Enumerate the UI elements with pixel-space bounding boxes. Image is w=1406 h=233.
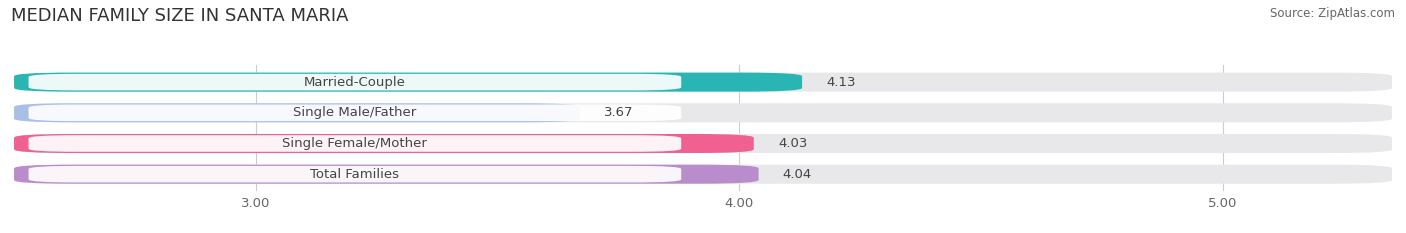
Text: Married-Couple: Married-Couple (304, 76, 406, 89)
FancyBboxPatch shape (14, 165, 759, 184)
Text: 4.13: 4.13 (827, 76, 856, 89)
FancyBboxPatch shape (28, 74, 682, 90)
FancyBboxPatch shape (14, 134, 754, 153)
FancyBboxPatch shape (14, 134, 1392, 153)
FancyBboxPatch shape (28, 135, 682, 152)
Text: Source: ZipAtlas.com: Source: ZipAtlas.com (1270, 7, 1395, 20)
FancyBboxPatch shape (28, 105, 682, 121)
Text: Total Families: Total Families (311, 168, 399, 181)
Text: Single Female/Mother: Single Female/Mother (283, 137, 427, 150)
Text: Single Male/Father: Single Male/Father (294, 106, 416, 119)
Text: MEDIAN FAMILY SIZE IN SANTA MARIA: MEDIAN FAMILY SIZE IN SANTA MARIA (11, 7, 349, 25)
FancyBboxPatch shape (14, 73, 1392, 92)
Text: 4.03: 4.03 (778, 137, 807, 150)
FancyBboxPatch shape (14, 165, 1392, 184)
FancyBboxPatch shape (14, 73, 801, 92)
Text: 3.67: 3.67 (605, 106, 633, 119)
FancyBboxPatch shape (28, 166, 682, 182)
FancyBboxPatch shape (14, 103, 1392, 122)
FancyBboxPatch shape (14, 103, 579, 122)
Text: 4.04: 4.04 (783, 168, 813, 181)
